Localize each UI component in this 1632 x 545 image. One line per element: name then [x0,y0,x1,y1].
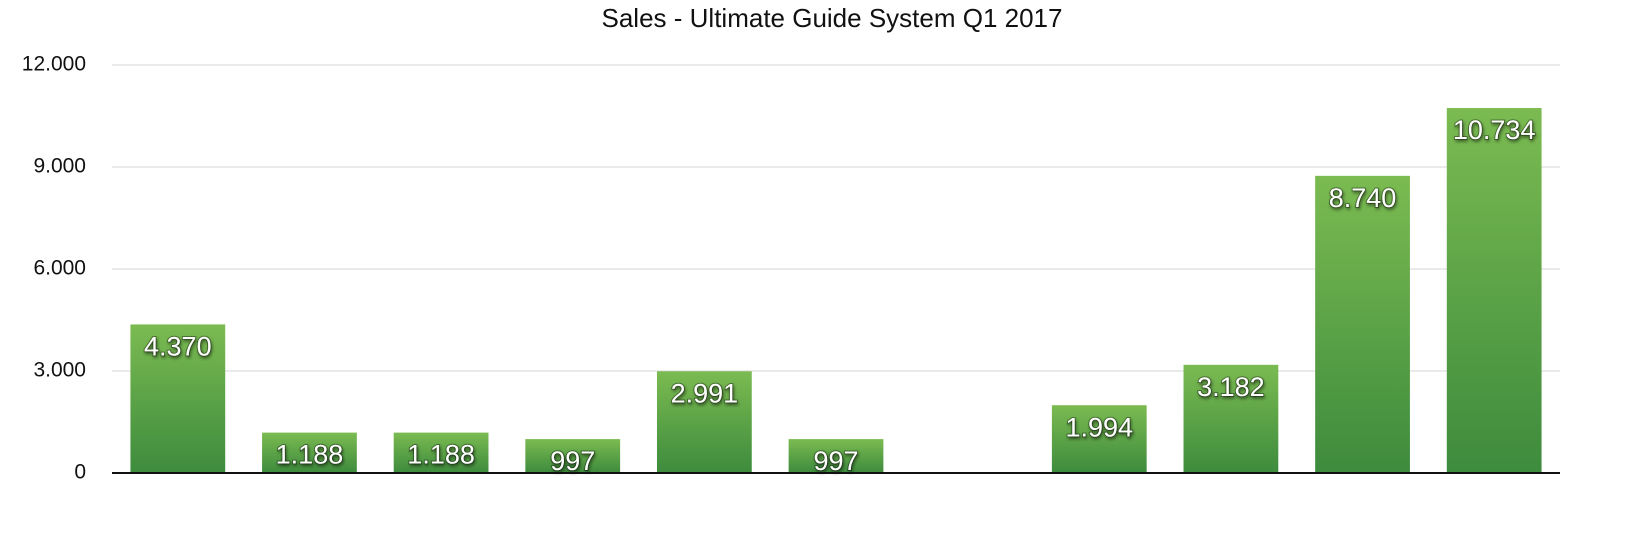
y-tick-label: 12.000 [22,53,86,76]
y-tick-label: 0 [74,461,86,484]
bar [1315,175,1410,473]
y-tick-label: 9.000 [33,155,86,178]
value-label: 1.188 [276,440,344,470]
bar [262,432,357,473]
value-label: 997 [550,446,595,476]
chart-title: Sales - Ultimate Guide System Q1 2017 [602,3,1063,33]
bar [1051,405,1147,473]
bar [1446,108,1542,473]
value-label: 1.188 [407,440,475,470]
bar [525,439,621,473]
y-tick-label: 6.000 [33,257,86,280]
bar [130,324,226,473]
bar [656,371,752,473]
value-label: 2.991 [671,378,739,408]
bar [393,432,489,473]
value-label: 8.740 [1329,183,1397,213]
bar [788,439,884,473]
value-label: 997 [813,446,858,476]
value-label: 3.182 [1197,372,1265,402]
value-label: 10.734 [1453,115,1536,145]
value-label: 1.994 [1065,412,1133,442]
value-label: 4.370 [144,332,212,362]
y-tick-label: 3.000 [33,359,86,382]
bar [1183,364,1279,473]
